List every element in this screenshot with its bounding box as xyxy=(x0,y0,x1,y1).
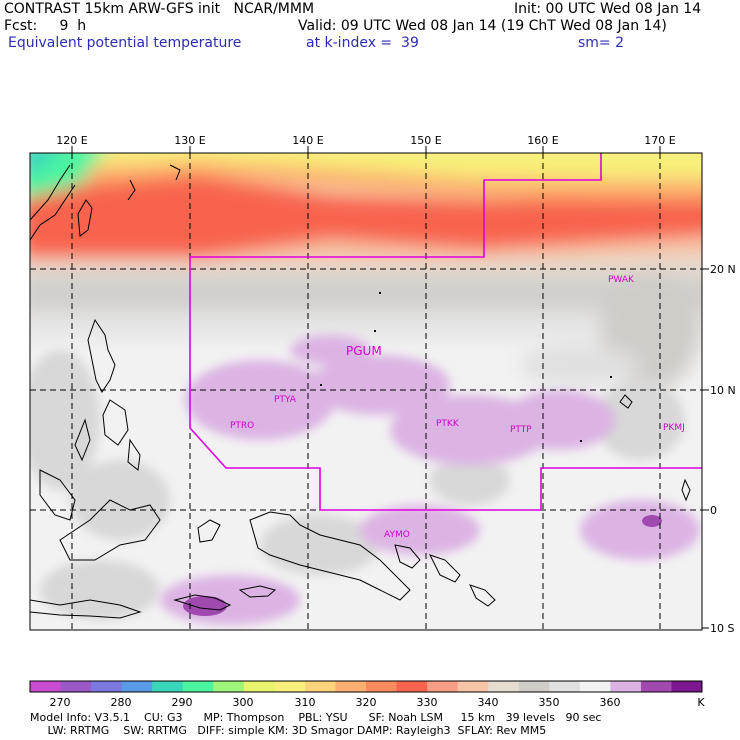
colorbar-swatch xyxy=(121,681,153,692)
colorbar-swatch xyxy=(274,681,306,692)
valid-time: Valid: 09 UTC Wed 08 Jan 14 (19 ChT Wed … xyxy=(298,18,667,34)
station-pwak: PWAK xyxy=(608,275,635,285)
colorbar-swatch xyxy=(488,681,520,692)
fir-boundary xyxy=(189,153,602,428)
colorbar xyxy=(30,681,703,692)
lon-label-140e: 140 E xyxy=(292,134,323,147)
cbar-label-320: 320 xyxy=(356,696,377,709)
colorbar-swatch xyxy=(304,681,336,692)
colorbar-swatch xyxy=(60,681,92,692)
forecast-hour: Fcst: 9 h xyxy=(4,18,87,34)
init-time: Init: 00 UTC Wed 08 Jan 14 xyxy=(514,1,702,17)
map-frame xyxy=(29,152,703,631)
lat-label-10n: 10 N xyxy=(710,384,736,397)
station-pttp: PTTP xyxy=(510,425,532,435)
cbar-label-300: 300 xyxy=(233,696,254,709)
lat-label-10s: 10 S xyxy=(710,622,734,635)
colorbar-swatch xyxy=(427,681,459,692)
colorbar-swatch xyxy=(30,681,62,692)
colorbar-swatch xyxy=(671,681,703,692)
cbar-label-340: 340 xyxy=(478,696,499,709)
station-pgum: PGUM xyxy=(346,344,382,358)
station-pkmj: PKMJ xyxy=(663,423,685,433)
lon-label-160e: 160 E xyxy=(527,134,558,147)
fir-boundary-south xyxy=(189,427,702,511)
model-title: CONTRAST 15km ARW-GFS init NCAR/MMM xyxy=(4,1,315,17)
axis-ticks xyxy=(71,146,709,629)
cbar-label-330: 330 xyxy=(417,696,438,709)
cbar-unit: K xyxy=(697,696,705,709)
cbar-label-270: 270 xyxy=(50,696,71,709)
station-ptkk: PTKK xyxy=(436,419,460,429)
model-info-line1: Model Info: V3.5.1 CU: G3 MP: Thompson P… xyxy=(30,711,602,724)
coastlines xyxy=(30,164,691,619)
colorbar-swatch xyxy=(579,681,611,692)
cbar-label-360: 360 xyxy=(600,696,621,709)
lat-label-20n: 20 N xyxy=(710,263,736,276)
lon-label-130e: 130 E xyxy=(174,134,205,147)
lon-label-120e: 120 E xyxy=(56,134,87,147)
station-ptro: PTRO xyxy=(230,421,254,431)
colorbar-swatch xyxy=(243,681,275,692)
colorbar-swatch xyxy=(610,681,642,692)
colorbar-swatch xyxy=(396,681,428,692)
colorbar-swatch xyxy=(457,681,489,692)
theta-e-field xyxy=(30,153,702,630)
level-index: at k-index = 39 xyxy=(306,35,419,51)
colorbar-swatch xyxy=(549,681,581,692)
lat-label-eq: 0 xyxy=(710,504,717,517)
cbar-label-280: 280 xyxy=(111,696,132,709)
lon-label-150e: 150 E xyxy=(410,134,441,147)
station-aymo: AYMO xyxy=(384,530,410,540)
colorbar-swatch xyxy=(91,681,123,692)
model-info-line2: LW: RRTMG SW: RRTMG DIFF: simple KM: 3D … xyxy=(30,724,547,737)
colorbar-swatch xyxy=(152,681,184,692)
station-ptya: PTYA xyxy=(274,395,297,405)
cbar-label-310: 310 xyxy=(295,696,316,709)
colorbar-swatch xyxy=(213,681,245,692)
colorbar-swatch xyxy=(366,681,398,692)
field-name: Equivalent potential temperature xyxy=(8,35,242,51)
lon-label-170e: 170 E xyxy=(644,134,675,147)
colorbar-swatch xyxy=(335,681,367,692)
colorbar-swatch xyxy=(182,681,214,692)
smoothing: sm= 2 xyxy=(578,35,625,51)
colorbar-labels: 270 280 290 300 310 320 330 340 350 360 … xyxy=(50,696,706,709)
colorbar-swatch xyxy=(518,681,550,692)
stations: PWAK PGUM PTYA PTRO PTKK PTTP PKMJ AYMO xyxy=(230,275,685,540)
colorbar-swatch xyxy=(640,681,672,692)
cbar-label-350: 350 xyxy=(539,696,560,709)
cbar-label-290: 290 xyxy=(172,696,193,709)
